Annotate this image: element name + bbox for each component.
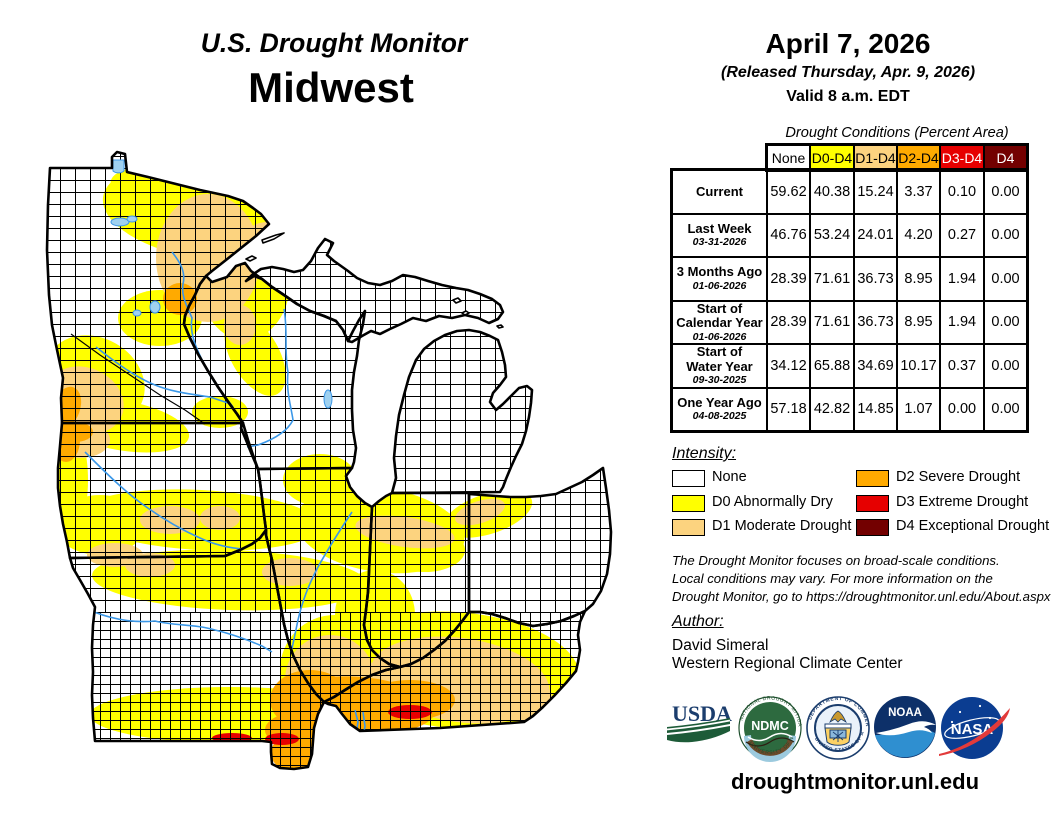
svg-text:NOAA: NOAA — [888, 707, 922, 719]
svg-text:NDMC: NDMC — [751, 719, 789, 733]
